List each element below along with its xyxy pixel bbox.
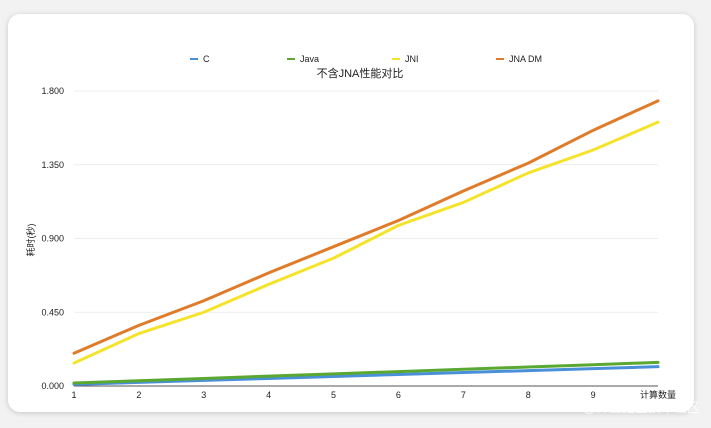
x-tick-label: 5: [331, 390, 336, 400]
y-tick-label: 1.800: [41, 86, 64, 96]
x-axis-label: 计算数量: [640, 389, 676, 400]
chart-card: [8, 14, 694, 412]
legend: C Java JNI JNA DM: [190, 54, 542, 64]
y-tick-label: 1.350: [41, 160, 64, 170]
y-axis-label: 耗时(秒): [25, 224, 36, 257]
x-tick-label: 9: [591, 390, 596, 400]
legend-label: JNA DM: [509, 54, 542, 64]
x-tick-label: 8: [526, 390, 531, 400]
legend-label: Java: [300, 54, 319, 64]
x-tick-label: 4: [266, 390, 271, 400]
x-tick-label: 1: [71, 390, 76, 400]
series-lines: [72, 99, 660, 386]
series-line-jna-dm: [72, 99, 660, 355]
x-tick-labels: 1 2 3 4 5 6 7 8 9: [71, 390, 595, 400]
series-line-c: [72, 365, 660, 386]
gridlines: [74, 90, 658, 387]
series-line-jni: [72, 120, 660, 365]
legend-label: C: [203, 54, 210, 64]
y-tick-label: 0.450: [41, 307, 64, 317]
series-line-java: [72, 360, 660, 385]
y-tick-labels: 0.000 0.450 0.900 1.350 1.800: [41, 86, 64, 391]
y-tick-label: 0.900: [41, 234, 64, 244]
x-tick-label: 6: [396, 390, 401, 400]
watermark: @稀土掘金技术社区: [583, 400, 700, 415]
x-tick-label: 2: [136, 390, 141, 400]
x-tick-label: 7: [461, 390, 466, 400]
y-tick-label: 0.000: [41, 381, 64, 391]
legend-label: JNI: [405, 54, 419, 64]
chart-title: 不含JNA性能对比: [317, 66, 404, 80]
x-tick-label: 3: [201, 390, 206, 400]
